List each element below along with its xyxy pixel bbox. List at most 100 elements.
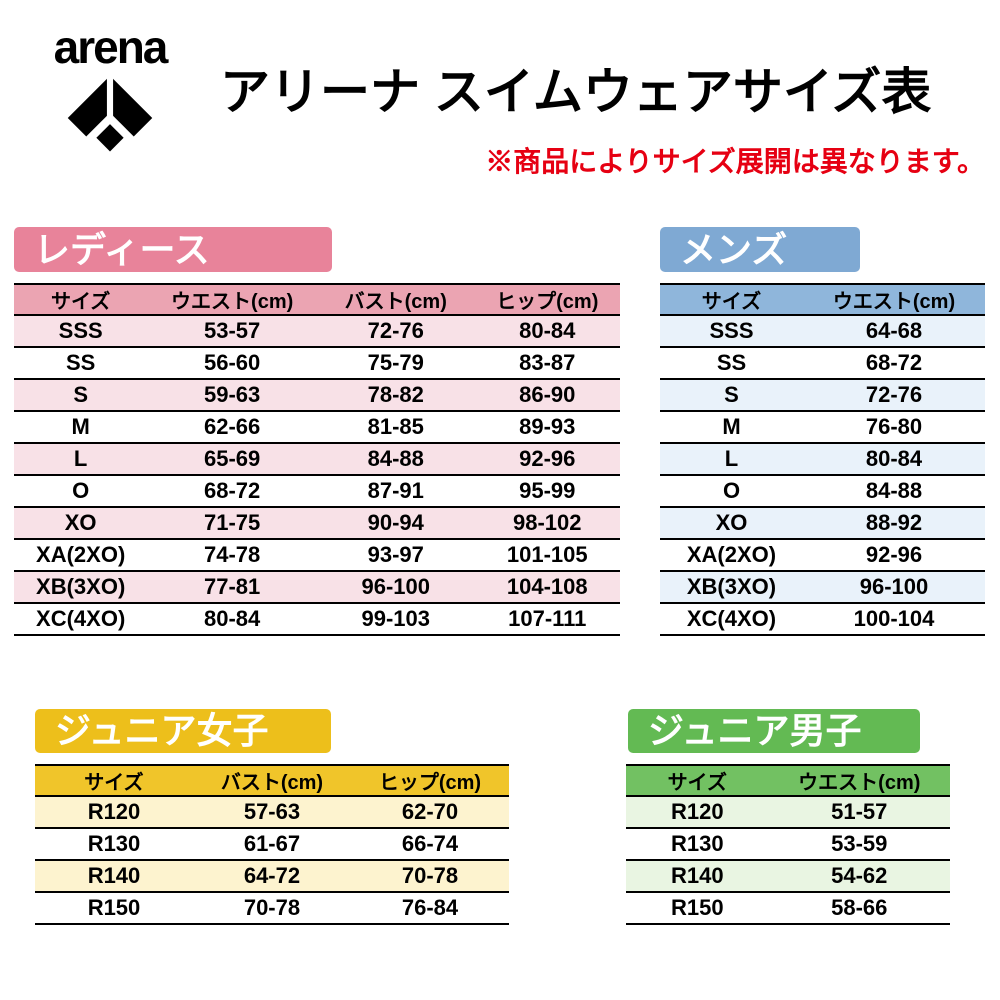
table-cell: 56-60: [204, 350, 261, 375]
table-cell: 76-84: [401, 895, 459, 920]
table-cell: 87-91: [367, 478, 424, 503]
table-cell: 101-105: [506, 542, 588, 567]
table-cell: 53-59: [831, 831, 888, 856]
table-cell: 98-102: [513, 510, 582, 535]
table-cell: 54-62: [831, 863, 888, 888]
header-row: サイズ ウエスト(cm): [660, 284, 985, 315]
table-cell: 72-76: [367, 318, 424, 343]
table-cell: 93-97: [367, 542, 424, 567]
table-cell: 80-84: [865, 446, 923, 471]
table-cell: 78-82: [367, 382, 424, 407]
table-row: O 84-88: [660, 475, 985, 507]
table-cell: 84-88: [865, 478, 923, 503]
column-header: サイズ: [701, 291, 762, 313]
arena-wordmark: arena: [53, 21, 169, 73]
mens-size-table: サイズ ウエスト(cm) SSS 64-68 SS 68-72 S 72-76 M 76-80 L 8…: [660, 283, 985, 636]
mens-section-badge: メンズ: [660, 227, 860, 272]
column-header: サイズ: [50, 291, 111, 313]
table-cell: XO: [715, 510, 748, 535]
table-cell: 77-81: [204, 574, 261, 599]
table-cell: R150: [670, 895, 724, 920]
table-cell: XB(3XO): [36, 574, 126, 599]
table-cell: 64-68: [865, 318, 923, 343]
table-cell: 104-108: [506, 574, 588, 599]
table-row: R130 53-59: [626, 828, 950, 860]
ladies-section-badge: レディース: [14, 227, 332, 272]
table-cell: 90-94: [367, 510, 424, 535]
table-cell: 68-72: [204, 478, 261, 503]
table-cell: SSS: [58, 318, 103, 343]
table-cell: XO: [64, 510, 97, 535]
table-cell: 70-78: [243, 895, 301, 920]
table-row: XO 71-75 90-94 98-102: [14, 507, 620, 539]
table-row: L 65-69 84-88 92-96: [14, 443, 620, 475]
table-row: R140 54-62: [626, 860, 950, 892]
table-cell: 80-84: [204, 606, 261, 631]
table-row: XA(2XO) 74-78 93-97 101-105: [14, 539, 620, 571]
table-row: O 68-72 87-91 95-99: [14, 475, 620, 507]
table-cell: XB(3XO): [686, 574, 777, 599]
table-cell: XC(4XO): [36, 606, 126, 631]
table-cell: R150: [87, 895, 141, 920]
table-cell: 107-111: [508, 606, 587, 631]
table-cell: M: [71, 414, 90, 439]
table-cell: 88-92: [865, 510, 923, 535]
table-row: R140 64-72 70-78: [35, 860, 509, 892]
column-header: バスト(cm): [220, 772, 324, 794]
table-cell: S: [73, 382, 88, 407]
table-cell: 96-100: [859, 574, 929, 599]
table-row: R120 57-63 62-70: [35, 796, 509, 828]
junior-girls-section-badge: ジュニア女子: [35, 709, 331, 753]
table-cell: 84-88: [367, 446, 424, 471]
table-cell: 65-69: [204, 446, 261, 471]
column-header: ウエスト(cm): [832, 291, 956, 313]
column-header: バスト(cm): [344, 291, 447, 313]
table-cell: 72-76: [865, 382, 923, 407]
table-cell: 74-78: [204, 542, 261, 567]
table-row: R150 58-66: [626, 892, 950, 924]
table-cell: O: [722, 478, 741, 503]
junior-boys-section-badge: ジュニア男子: [628, 709, 920, 753]
table-row: SSS 53-57 72-76 80-84: [14, 315, 620, 347]
table-cell: 96-100: [361, 574, 431, 599]
table-row: XA(2XO) 92-96: [660, 539, 985, 571]
table-cell: 64-72: [243, 863, 301, 888]
table-cell: 51-57: [831, 799, 888, 824]
table-cell: 86-90: [519, 382, 576, 407]
table-cell: 81-85: [367, 414, 424, 439]
table-row: M 76-80: [660, 411, 985, 443]
junior-girls-size-table: サイズ バスト(cm) ヒップ(cm) R120 57-63 62-70 R130 61-67…: [35, 764, 509, 925]
table-cell: L: [724, 446, 739, 471]
table-cell: 92-96: [865, 542, 923, 567]
header-row: サイズ ウエスト(cm): [626, 765, 950, 796]
table-cell: 68-72: [865, 350, 923, 375]
table-cell: XA(2XO): [686, 542, 777, 567]
table-row: XO 88-92: [660, 507, 985, 539]
size-availability-note: ※商品によりサイズ展開は異なります。: [485, 146, 985, 177]
ladies-size-table: サイズ ウエスト(cm) バスト(cm) ヒップ(cm) SSS 53-57 72-76 80…: [14, 283, 620, 636]
table-cell: 83-87: [519, 350, 576, 375]
table-cell: R130: [87, 831, 141, 856]
table-cell: R140: [87, 863, 141, 888]
table-cell: O: [72, 478, 90, 503]
table-row: M 62-66 81-85 89-93: [14, 411, 620, 443]
arena-logo: arena: [25, 24, 195, 167]
table-row: R120 51-57: [626, 796, 950, 828]
table-cell: 95-99: [519, 478, 576, 503]
table-cell: 80-84: [519, 318, 576, 343]
header-row: サイズ バスト(cm) ヒップ(cm): [35, 765, 509, 796]
table-cell: 99-103: [361, 606, 431, 631]
table-cell: R130: [670, 831, 724, 856]
table-cell: 62-70: [401, 799, 459, 824]
table-cell: R120: [87, 799, 141, 824]
table-cell: 66-74: [401, 831, 459, 856]
table-cell: 76-80: [865, 414, 923, 439]
table-cell: 53-57: [204, 318, 261, 343]
column-header: サイズ: [667, 772, 727, 794]
table-row: XC(4XO) 100-104: [660, 603, 985, 635]
table-cell: 92-96: [519, 446, 576, 471]
column-header: ヒップ(cm): [378, 772, 482, 794]
table-row: L 80-84: [660, 443, 985, 475]
table-cell: R120: [670, 799, 724, 824]
table-cell: XA(2XO): [36, 542, 126, 567]
